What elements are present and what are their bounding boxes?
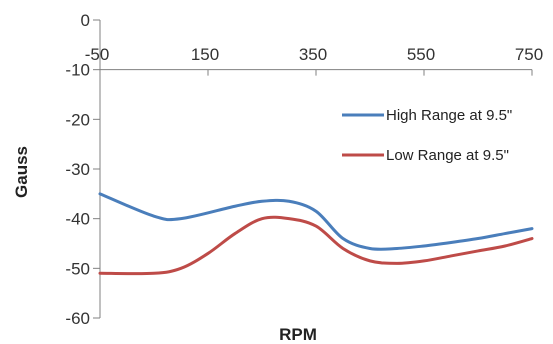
y-tick-label: -50 (65, 259, 90, 278)
series-line-0 (98, 192, 534, 251)
x-tick-label: 750 (515, 45, 543, 64)
y-axis-title: Gauss (12, 146, 31, 198)
y-tick-label: -10 (65, 61, 90, 80)
series (98, 192, 534, 276)
x-tick-label: 350 (299, 45, 327, 64)
legend-label-1: Low Range at 9.5" (386, 147, 509, 164)
y-ticks: 0 -10 -20 -30 -40 -50 -60 (65, 11, 100, 328)
y-tick-label: -40 (65, 210, 90, 229)
x-ticks: -50 150 350 550 750 (85, 45, 543, 76)
y-tick-label: -30 (65, 160, 90, 179)
x-tick-label: 150 (191, 45, 219, 64)
y-tick-label: 0 (81, 11, 90, 30)
legend: High Range at 9.5" Low Range at 9.5" (342, 107, 512, 164)
x-axis-title: RPM (279, 325, 317, 344)
y-tick-label: -20 (65, 110, 90, 129)
legend-label-0: High Range at 9.5" (386, 107, 512, 124)
y-tick-label: -60 (65, 309, 90, 328)
series-line-1 (98, 215, 534, 276)
x-tick-label: 550 (407, 45, 435, 64)
x-tick-label: -50 (85, 45, 110, 64)
